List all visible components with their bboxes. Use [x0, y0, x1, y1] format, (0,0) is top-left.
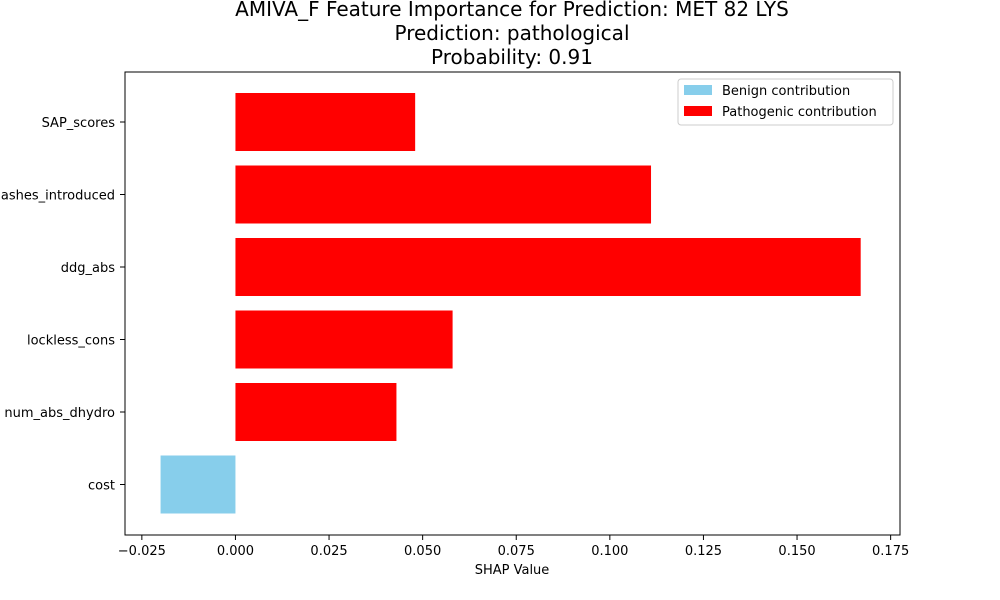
x-tick-label: 0.050 — [404, 544, 441, 559]
y-tick-label: lockless_cons — [27, 334, 115, 349]
bar-sap-scores — [235, 93, 416, 151]
plot-frame — [124, 71, 901, 536]
bar-cost — [160, 455, 236, 514]
x-tick-label: −0.025 — [118, 544, 166, 559]
x-tick-label: 0.100 — [591, 544, 628, 559]
title-line-1: AMIVA_F Feature Importance for Predictio… — [235, 0, 789, 21]
legend-box — [677, 78, 894, 126]
bar-num-abs-dhydro — [235, 383, 397, 441]
y-tick-label: num_abs_dhydro — [4, 406, 115, 421]
chart-title: AMIVA_F Feature Importance for Predictio… — [235, 0, 789, 69]
y-axis-ticks: SAP_scores ashes_introduced ddg_abslockles… — [1, 116, 125, 494]
x-tick-label: 0.075 — [498, 544, 535, 559]
legend-swatch-pathogenic — [684, 106, 712, 116]
legend-label-pathogenic: Pathogenic contribution — [722, 105, 877, 120]
bar-lockless-cons — [235, 310, 453, 369]
x-tick-label: 0.125 — [685, 544, 722, 559]
bar-ddg-abs — [235, 238, 861, 296]
legend-label-benign: Benign contribution — [722, 84, 850, 99]
y-tick-label: SAP_scores — [42, 116, 116, 131]
x-tick-label: 0.025 — [310, 544, 347, 559]
y-tick-label: ashes_introduced — [1, 189, 115, 204]
title-line-3: Probability: 0.91 — [431, 45, 593, 69]
bars-group — [160, 93, 861, 514]
bar-ashes-introduced — [235, 165, 652, 224]
x-axis-ticks: −0.025 0.000 0.025 0.050 0.075 0.100 0.125 0.15… — [118, 535, 909, 559]
x-axis-label: SHAP Value — [475, 563, 550, 578]
legend-swatch-benign — [684, 85, 712, 95]
x-tick-label: 0.150 — [778, 544, 815, 559]
x-tick-label: 0.175 — [872, 544, 909, 559]
y-tick-label: ddg_abs — [61, 261, 115, 276]
x-tick-label: 0.000 — [217, 544, 254, 559]
y-tick-label: cost — [88, 479, 115, 494]
legend: Benign contribution Pathogenic contribut… — [677, 78, 894, 126]
title-line-2: Prediction: pathological — [394, 21, 629, 45]
